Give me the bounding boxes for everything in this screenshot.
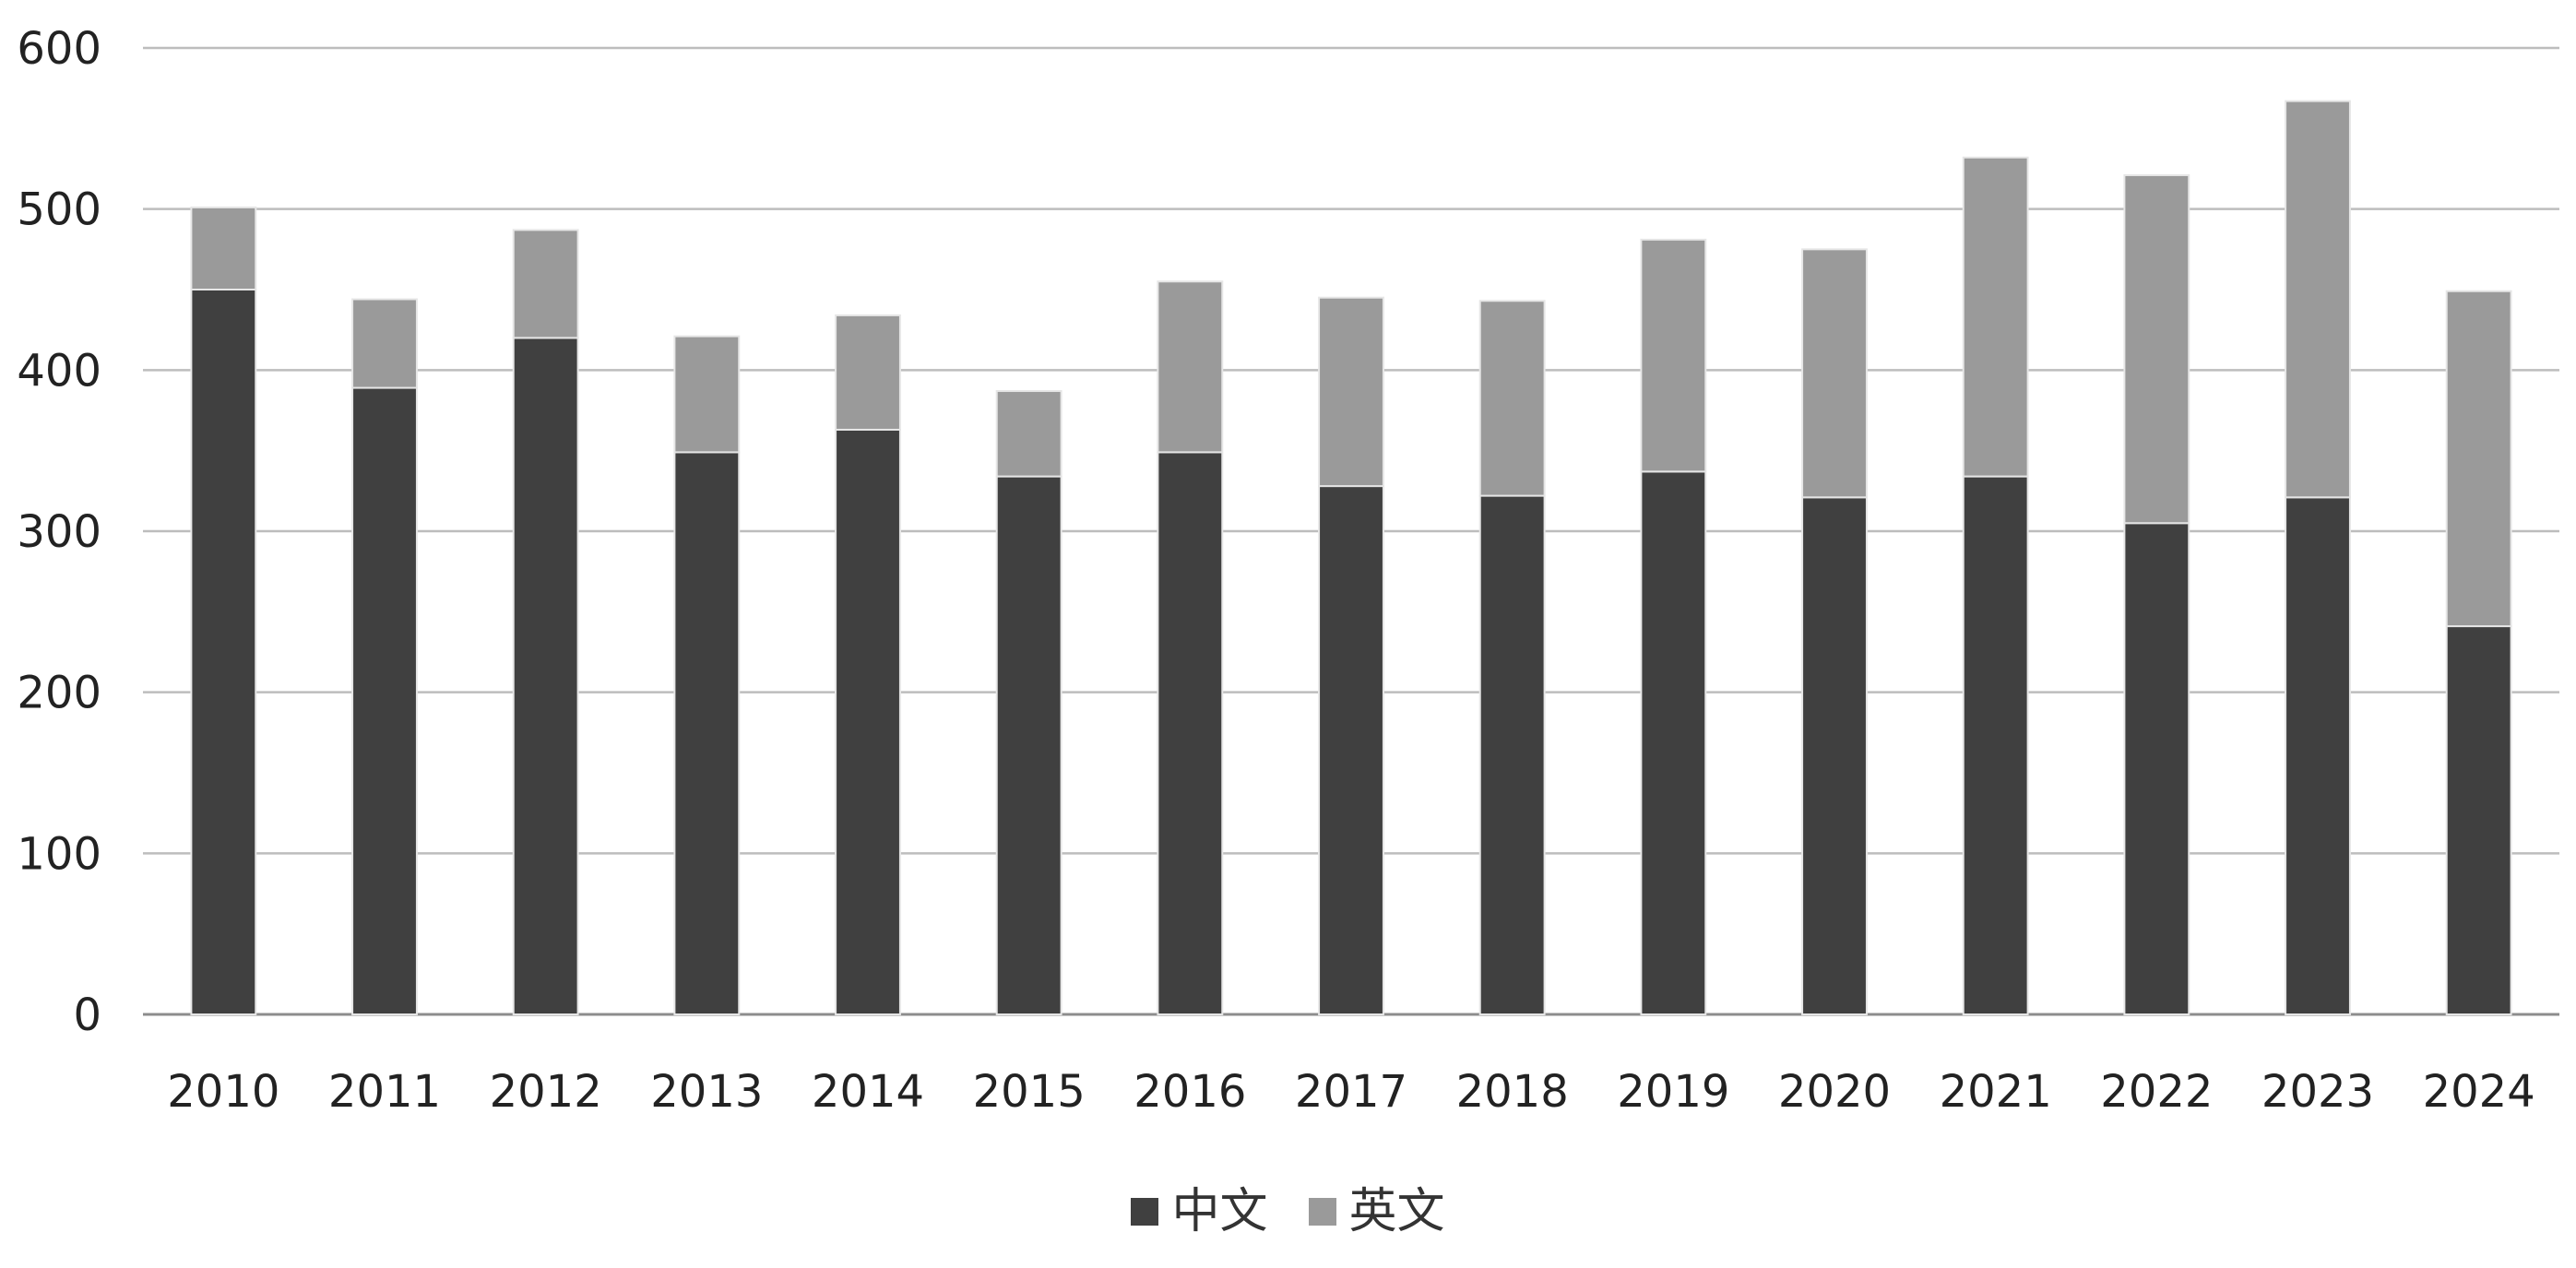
y-tick-label: 200 xyxy=(17,668,101,719)
y-tick-label: 500 xyxy=(17,184,101,236)
x-tick-label: 2014 xyxy=(812,1066,924,1118)
bar-series-1-2015 xyxy=(995,390,1062,478)
bar-series-1-2022 xyxy=(2123,173,2190,525)
x-tick-label: 2011 xyxy=(328,1066,441,1118)
bar-series-0-2016 xyxy=(1157,451,1224,1015)
bar-series-0-2019 xyxy=(1640,470,1707,1015)
y-tick-label: 400 xyxy=(17,345,101,397)
bar-series-0-2024 xyxy=(2445,625,2512,1015)
y-tick-label: 600 xyxy=(17,23,101,75)
bar-series-1-2012 xyxy=(512,229,579,339)
legend-swatch-series-0 xyxy=(1131,1198,1159,1226)
legend-item-series-1: 英文 xyxy=(1308,1184,1445,1239)
x-tick-label: 2012 xyxy=(490,1066,602,1118)
bar-series-0-2011 xyxy=(351,386,418,1015)
x-tick-label: 2013 xyxy=(650,1066,763,1118)
bar-series-0-2023 xyxy=(2285,496,2351,1015)
x-tick-label: 2017 xyxy=(1295,1066,1407,1118)
bar-series-1-2021 xyxy=(1962,156,2029,478)
x-tick-label: 2016 xyxy=(1134,1066,1246,1118)
legend-label-series-1: 英文 xyxy=(1348,1184,1445,1239)
x-tick-label: 2024 xyxy=(2423,1066,2535,1118)
bar-series-1-2010 xyxy=(190,206,257,290)
bar-series-1-2023 xyxy=(2285,100,2351,499)
legend: 中文 英文 xyxy=(0,1188,2576,1236)
x-tick-label: 2019 xyxy=(1617,1066,1729,1118)
legend-label-series-0: 中文 xyxy=(1171,1184,1268,1239)
bar-series-1-2011 xyxy=(351,298,418,389)
bar-series-1-2018 xyxy=(1478,300,1546,497)
bar-series-1-2017 xyxy=(1318,296,1384,488)
bar-series-0-2021 xyxy=(1962,475,2029,1015)
bar-series-1-2013 xyxy=(673,335,741,454)
x-tick-label: 2010 xyxy=(167,1066,279,1118)
x-tick-label: 2022 xyxy=(2100,1066,2213,1118)
bar-series-0-2012 xyxy=(512,337,579,1015)
bar-series-1-2020 xyxy=(1801,248,1868,499)
bar-series-1-2019 xyxy=(1640,238,1707,473)
x-tick-label: 2023 xyxy=(2261,1066,2374,1118)
bar-series-0-2020 xyxy=(1801,496,1868,1015)
x-tick-label: 2015 xyxy=(973,1066,1086,1118)
bar-series-0-2017 xyxy=(1318,485,1384,1015)
y-tick-label: 0 xyxy=(73,990,101,1041)
bar-series-0-2015 xyxy=(995,475,1062,1015)
legend-swatch-series-1 xyxy=(1308,1198,1336,1226)
bar-series-1-2014 xyxy=(835,314,901,431)
legend-item-series-0: 中文 xyxy=(1131,1184,1268,1239)
x-tick-label: 2020 xyxy=(1778,1066,1891,1118)
y-axis-ticks: 0 100 200 300 400 500 600 xyxy=(17,23,101,1041)
bar-series-0-2018 xyxy=(1478,494,1546,1015)
bar-series-0-2022 xyxy=(2123,522,2190,1015)
x-axis-ticks: 2010 2011 2012 2013 2014 2015 2016 2017 2018 2019… xyxy=(167,1066,2534,1118)
bar-series-1-2016 xyxy=(1157,280,1224,454)
y-tick-label: 100 xyxy=(17,828,101,880)
bars xyxy=(190,100,2512,1015)
x-tick-label: 2018 xyxy=(1456,1066,1569,1118)
bar-series-1-2024 xyxy=(2445,290,2512,628)
bar-series-0-2014 xyxy=(835,428,901,1015)
y-tick-label: 300 xyxy=(17,506,101,558)
bar-series-0-2013 xyxy=(673,451,741,1015)
x-tick-label: 2021 xyxy=(1940,1066,2052,1118)
bar-series-0-2010 xyxy=(190,289,257,1015)
